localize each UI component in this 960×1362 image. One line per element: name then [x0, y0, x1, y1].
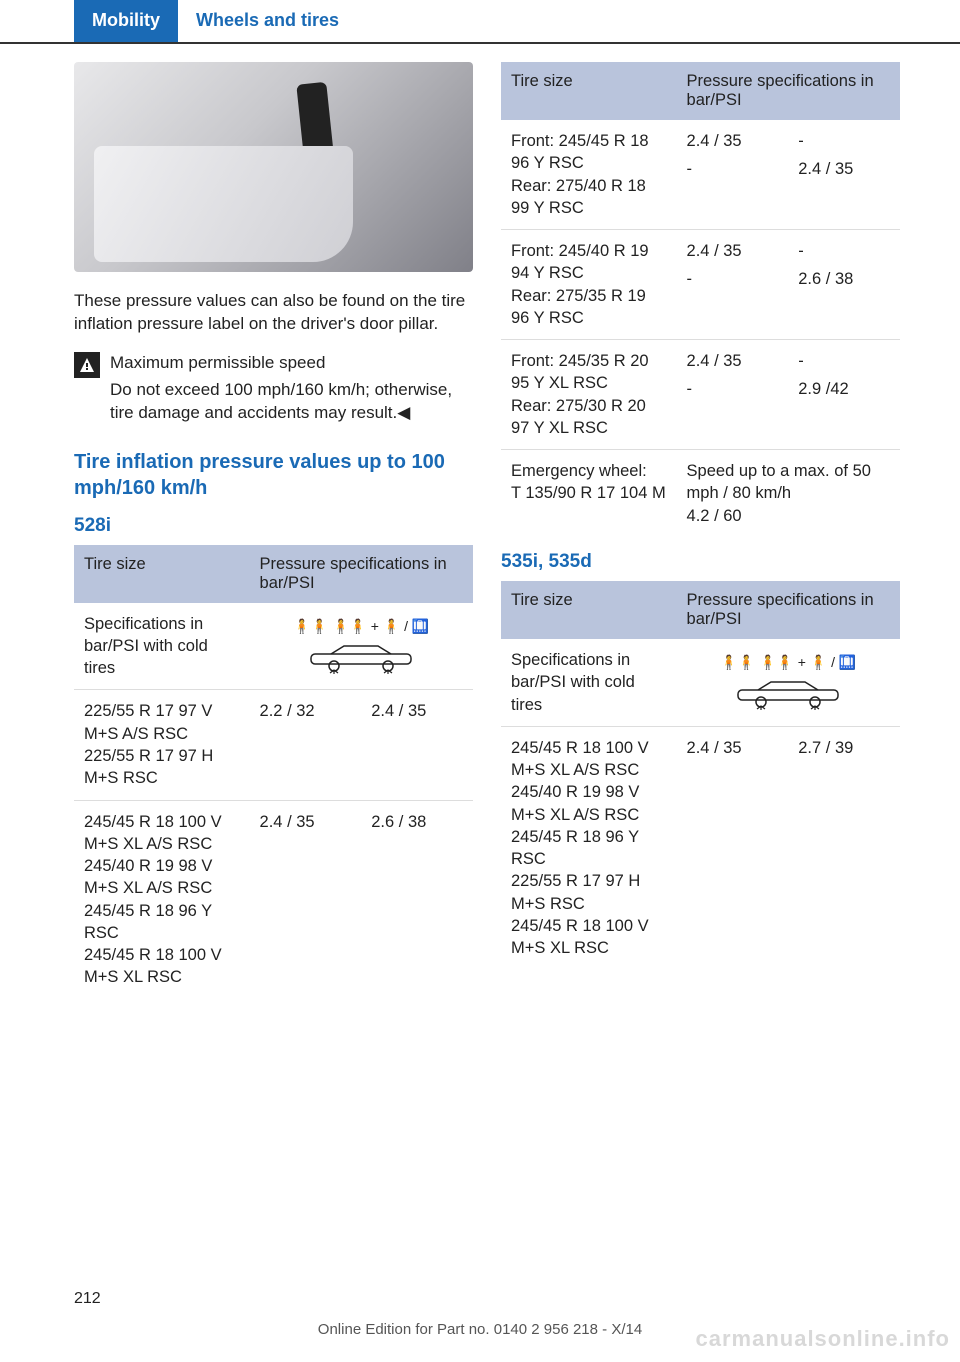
- warning-lead: Maximum permissible speed: [110, 352, 473, 375]
- pressure-col-b: - 2.6 / 38: [788, 230, 900, 340]
- header-spacer: [0, 0, 74, 42]
- intro-paragraph: These pressure values can also be found …: [74, 290, 473, 336]
- warning-block: Maximum permissible speed Do not exceed …: [74, 352, 473, 425]
- th-pressure-spec: Pressure specifications in bar/PSI: [677, 581, 900, 639]
- people-icons: 🧍🧍 🧍🧍 + 🧍 / 🛄: [720, 653, 856, 672]
- pressure-col-b: - 2.9 /42: [788, 340, 900, 450]
- page-header: Mobility Wheels and tires: [0, 0, 960, 44]
- val: -: [687, 268, 779, 290]
- val: 2.4 / 35: [687, 130, 779, 152]
- load-icon: 🧍🧍 🧍🧍 + 🧍 / 🛄: [260, 613, 463, 678]
- th-tire-size: Tire size: [74, 545, 250, 603]
- left-column: These pressure values can also be found …: [74, 62, 473, 999]
- load-diagram-cell: 🧍🧍 🧍🧍 + 🧍 / 🛄: [677, 639, 900, 726]
- table-header-row: Tire size Pressure specifications in bar…: [501, 62, 900, 120]
- watermark: carmanualsonline.info: [696, 1326, 951, 1352]
- load-diagram-cell: 🧍🧍 🧍🧍 + 🧍 / 🛄: [250, 603, 473, 690]
- car-icon: [306, 640, 416, 674]
- val: -: [798, 350, 890, 372]
- pressure-a: 2.2 / 32: [250, 690, 362, 800]
- tire-size-cell: Front: 245/40 R 19 94 Y RSC Rear: 275/35…: [501, 230, 677, 340]
- content-columns: These pressure values can also be found …: [0, 62, 960, 999]
- tire-size-cell: 245/45 R 18 100 V M+S XL A/S RSC 245/40 …: [501, 726, 677, 969]
- header-tab-mobility: Mobility: [74, 0, 178, 42]
- page-number: 212: [74, 1290, 101, 1308]
- pressure-col-a: 2.4 / 35 -: [677, 230, 789, 340]
- header-section-title: Wheels and tires: [178, 0, 357, 42]
- pressure-b: 2.4 / 35: [361, 690, 473, 800]
- val: -: [798, 130, 890, 152]
- val: -: [798, 240, 890, 262]
- tire-size-cell: 225/55 R 17 97 V M+S A/S RSC 225/55 R 17…: [74, 690, 250, 800]
- table-row: 245/45 R 18 100 V M+S XL A/S RSC 245/40 …: [501, 726, 900, 969]
- tire-label-location-image: [74, 62, 473, 272]
- table-row: Front: 245/40 R 19 94 Y RSC Rear: 275/35…: [501, 230, 900, 340]
- th-pressure-spec: Pressure specifications in bar/PSI: [250, 545, 473, 603]
- emergency-wheel-cell: Speed up to a max. of 50 mph / 80 km/h 4…: [677, 450, 900, 537]
- val: 2.4 / 35: [687, 350, 779, 372]
- section-title: Tire inflation pressure values up to 100…: [74, 449, 473, 501]
- table-row: Front: 245/35 R 20 95 Y XL RSC Rear: 275…: [501, 340, 900, 450]
- pressure-col-b: - 2.4 / 35: [788, 120, 900, 230]
- warning-icon: [74, 352, 100, 378]
- tire-size-cell: Front: 245/35 R 20 95 Y XL RSC Rear: 275…: [501, 340, 677, 450]
- val: 2.6 / 38: [798, 268, 890, 290]
- val: -: [687, 158, 779, 180]
- table-row: Front: 245/45 R 18 96 Y RSC Rear: 275/40…: [501, 120, 900, 230]
- speed-note: Speed up to a max. of 50 mph / 80 km/h: [687, 460, 890, 505]
- table-535: Tire size Pressure specifications in bar…: [501, 581, 900, 969]
- pressure-a: 2.4 / 35: [250, 800, 362, 999]
- tire-size-cell: 245/45 R 18 100 V M+S XL A/S RSC 245/40 …: [74, 800, 250, 999]
- tire-size-cell: Emergency wheel: T 135/90 R 17 104 M: [501, 450, 677, 537]
- pressure-b: 2.6 / 38: [361, 800, 473, 999]
- warning-text: Maximum permissible speed Do not exceed …: [110, 352, 473, 425]
- table-row: Specifications in bar/PSI with cold tire…: [74, 603, 473, 690]
- val: 2.9 /42: [798, 378, 890, 400]
- pressure-col-a: 2.4 / 35 -: [677, 120, 789, 230]
- tire-size-cell: Front: 245/45 R 18 96 Y RSC Rear: 275/40…: [501, 120, 677, 230]
- table-528i-continued: Tire size Pressure specifications in bar…: [501, 62, 900, 537]
- people-icons: 🧍🧍 🧍🧍 + 🧍 / 🛄: [293, 617, 429, 636]
- car-icon: [733, 676, 843, 710]
- val: 4.2 / 60: [687, 505, 890, 527]
- th-tire-size: Tire size: [501, 581, 677, 639]
- val: -: [687, 378, 779, 400]
- table-row: Specifications in bar/PSI with cold tire…: [501, 639, 900, 726]
- pressure-a: 2.4 / 35: [677, 726, 789, 969]
- table-header-row: Tire size Pressure specifications in bar…: [74, 545, 473, 603]
- model-528i-title: 528i: [74, 515, 473, 537]
- cold-tires-note: Specifications in bar/PSI with cold tire…: [74, 603, 250, 690]
- pressure-b: 2.7 / 39: [788, 726, 900, 969]
- model-535-title: 535i, 535d: [501, 551, 900, 573]
- val: 2.4 / 35: [687, 240, 779, 262]
- table-header-row: Tire size Pressure specifications in bar…: [501, 581, 900, 639]
- load-icon: 🧍🧍 🧍🧍 + 🧍 / 🛄: [687, 649, 890, 714]
- table-row: Emergency wheel: T 135/90 R 17 104 M Spe…: [501, 450, 900, 537]
- val: 2.4 / 35: [798, 158, 890, 180]
- table-row: 245/45 R 18 100 V M+S XL A/S RSC 245/40 …: [74, 800, 473, 999]
- right-column: Tire size Pressure specifications in bar…: [501, 62, 900, 999]
- cold-tires-note: Specifications in bar/PSI with cold tire…: [501, 639, 677, 726]
- th-tire-size: Tire size: [501, 62, 677, 120]
- pressure-col-a: 2.4 / 35 -: [677, 340, 789, 450]
- table-row: 225/55 R 17 97 V M+S A/S RSC 225/55 R 17…: [74, 690, 473, 800]
- table-528i: Tire size Pressure specifications in bar…: [74, 545, 473, 999]
- th-pressure-spec: Pressure specifications in bar/PSI: [677, 62, 900, 120]
- warning-body: Do not exceed 100 mph/160 km/h; otherwis…: [110, 380, 452, 422]
